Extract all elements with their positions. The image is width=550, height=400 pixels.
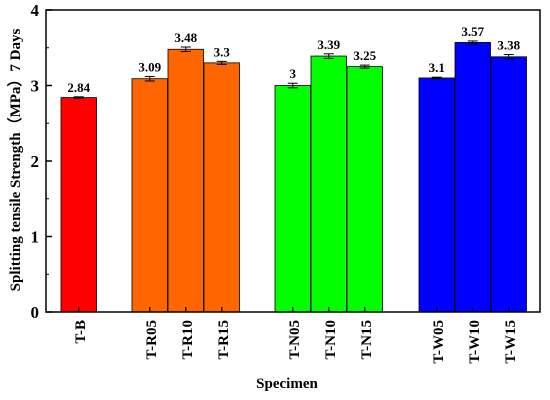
x-tick-label: T-W15 bbox=[503, 320, 519, 364]
bar bbox=[490, 56, 527, 313]
bar bbox=[60, 97, 97, 313]
x-tick-label: T-W10 bbox=[467, 320, 483, 364]
y-tick-label: 2 bbox=[31, 152, 40, 171]
x-tick-label: T-N15 bbox=[359, 320, 375, 359]
bar bbox=[454, 42, 491, 313]
x-tick-label: T-N05 bbox=[287, 320, 303, 359]
data-label: 3.39 bbox=[317, 37, 340, 52]
x-tick-label: T-R05 bbox=[144, 320, 160, 359]
data-label: 3.57 bbox=[461, 24, 484, 39]
x-tick-label: T-R15 bbox=[216, 320, 232, 359]
x-tick-label: T-R10 bbox=[180, 320, 196, 359]
x-tick-label: T-W05 bbox=[431, 320, 447, 364]
y-axis-title: Splitting tensile Strength（MPa）7 Days bbox=[6, 29, 24, 292]
y-tick-label: 0 bbox=[31, 303, 40, 322]
bar bbox=[310, 55, 347, 313]
data-label: 3.48 bbox=[174, 30, 197, 45]
data-label: 3.3 bbox=[214, 44, 231, 59]
data-label: 2.84 bbox=[67, 80, 90, 95]
bar bbox=[274, 85, 311, 313]
x-axis-title: Specimen bbox=[256, 376, 318, 392]
data-label: 3.09 bbox=[138, 59, 161, 74]
bar bbox=[167, 48, 204, 313]
x-tick-label: T-N10 bbox=[323, 320, 339, 359]
y-tick-label: 1 bbox=[31, 228, 40, 247]
y-tick-label: 3 bbox=[31, 77, 40, 96]
x-tick-label: T-B bbox=[73, 320, 89, 344]
data-label: 3.1 bbox=[429, 60, 445, 75]
data-label: 3.38 bbox=[497, 38, 520, 53]
bar bbox=[346, 66, 383, 313]
plot-frame bbox=[45, 9, 541, 313]
data-label: 3 bbox=[290, 66, 297, 81]
bar bbox=[418, 77, 455, 313]
y-tick-label: 4 bbox=[31, 1, 40, 20]
bar bbox=[131, 78, 168, 313]
bar bbox=[203, 62, 240, 313]
data-label: 3.25 bbox=[353, 48, 376, 63]
